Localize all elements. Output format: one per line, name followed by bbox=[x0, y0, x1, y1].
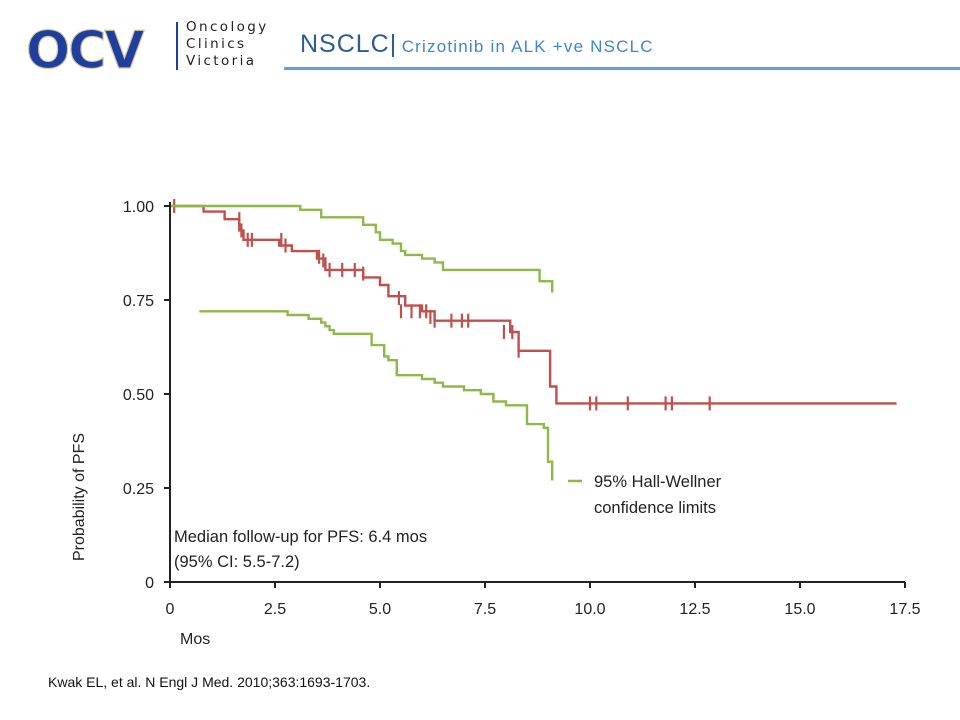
legend-label-line-1: 95% Hall-Wellner bbox=[594, 473, 722, 491]
citation: Kwak EL, et al. N Engl J Med. 2010;363:1… bbox=[48, 674, 371, 690]
x-tick-label: 10.0 bbox=[574, 601, 605, 618]
y-axis-label: Probability of PFS bbox=[71, 433, 88, 561]
logo-line-2: Clinics bbox=[186, 36, 247, 52]
x-tick-label: 17.5 bbox=[889, 601, 920, 618]
y-tick-label: 0.50 bbox=[123, 387, 154, 404]
ocv-logo-mark: OCV bbox=[25, 20, 147, 81]
title-main: NSCLC| bbox=[300, 30, 398, 58]
median-annotation-line-2: (95% CI: 5.5-7.2) bbox=[174, 553, 300, 571]
title-subtitle: Crizotinib in ALK +ve NSCLC bbox=[401, 37, 654, 56]
logo-line-3: Victoria bbox=[186, 53, 257, 69]
x-tick-label: 5.0 bbox=[369, 601, 391, 618]
chart-series-layer bbox=[170, 199, 897, 481]
y-tick-label: 1.00 bbox=[123, 199, 154, 216]
series-lower-line bbox=[199, 310, 554, 481]
x-tick-label: 7.5 bbox=[474, 601, 496, 618]
y-tick-label: 0.25 bbox=[123, 481, 154, 498]
logo-line-1: Oncology bbox=[186, 19, 269, 35]
series-estimate-line bbox=[170, 204, 897, 405]
x-tick-label: 15.0 bbox=[784, 601, 815, 618]
y-tick-label: 0 bbox=[145, 575, 154, 592]
y-tick-label: 0.75 bbox=[123, 293, 154, 310]
chart-axes-layer: 0 0.25 0.50 0.75 1.00 0 2.5 5.0 7.5 10.0 12.5 15.0 1… bbox=[123, 199, 921, 618]
legend-label-line-2: confidence limits bbox=[594, 499, 716, 517]
x-tick-label: 12.5 bbox=[679, 601, 710, 618]
series-upper-line bbox=[170, 204, 554, 293]
slide-title: NSCLC| Crizotinib in ALK +ve NSCLC bbox=[300, 30, 654, 59]
x-tick-label: 0 bbox=[166, 601, 175, 618]
title-underline bbox=[284, 67, 960, 70]
ocv-logo: OCV Oncology Clinics Victoria bbox=[24, 18, 266, 81]
x-axis-label: Mos bbox=[180, 631, 210, 648]
x-tick-label: 2.5 bbox=[264, 601, 286, 618]
median-annotation-line-1: Median follow-up for PFS: 6.4 mos bbox=[174, 528, 427, 546]
logo-letters: OCV bbox=[26, 21, 144, 74]
logo-divider bbox=[176, 22, 178, 70]
